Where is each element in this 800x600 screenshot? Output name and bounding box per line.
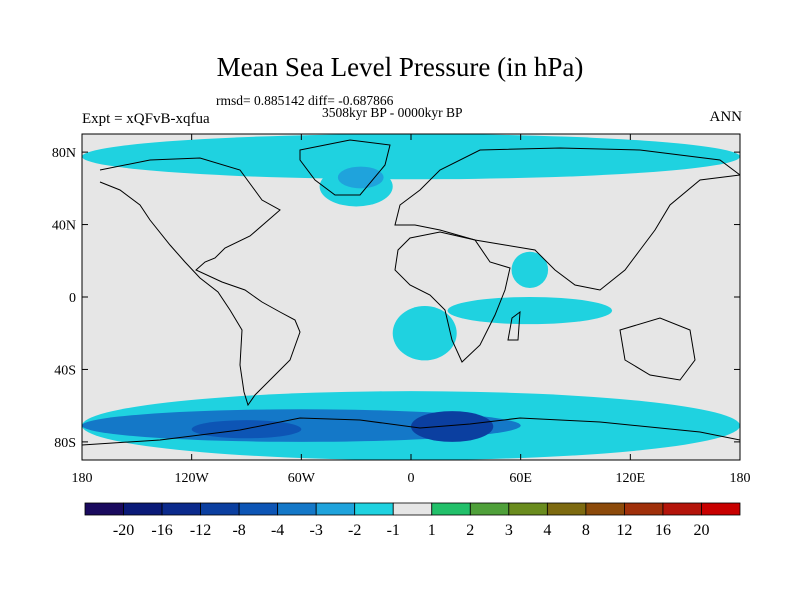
colorbar-swatch [469,502,510,516]
season-label: ANN [709,109,743,125]
colorbar-swatch [546,502,587,516]
y-tick-label: 40N [52,219,76,234]
colorbar-swatch [508,502,548,516]
region-north-atlantic-core [337,166,384,189]
x-tick-label: 60W [288,471,316,486]
region-south-indian-ocean [447,297,613,325]
colorbar-label: -4 [271,522,284,539]
colorbar-label: -2 [348,522,361,539]
colorbar-swatch [585,502,625,516]
y-tick-label: 40S [54,363,76,378]
colorbar-label: 2 [466,522,474,539]
colorbar-swatch [662,502,702,516]
colorbar-label: 3 [505,522,513,539]
colorbar-swatch [354,502,394,516]
africa-coast [394,231,511,363]
antarctica-coast [82,417,740,446]
y-tick-label: 0 [69,291,76,306]
region-arctic [82,134,740,180]
colorbar-swatch [84,502,124,516]
colorbar-swatch [431,502,471,516]
x-tick-label: 180 [730,471,751,486]
colorbar-label: 16 [655,522,671,539]
x-axis: 180 120W 60W 0 60E 120E 180 [72,134,751,486]
colorbar-label: 8 [582,522,590,539]
colorbar-label: 20 [693,522,709,539]
colorbar-swatch [315,502,356,516]
stats-line: rmsd= 0.885142 diff= -0.687866 [216,93,394,108]
greenland-coast [299,139,391,196]
x-tick-label: 180 [72,471,93,486]
colorbar-swatch [161,502,201,516]
y-tick-label: 80S [54,436,76,451]
x-tick-label: 120E [616,471,646,486]
coastlines [82,139,740,446]
period-label: 3508kyr BP - 0000kyr BP [322,105,463,120]
region-arabian-sea [511,251,549,288]
region-weddell-low [411,411,494,442]
eurasia-coast [394,147,740,291]
colorbar-swatch [701,502,741,516]
region-pacific-low [191,420,302,439]
australia-coast [619,317,696,381]
colorbar-swatch [277,502,317,516]
experiment-label: Expt = xQFvB-xqfua [82,111,210,127]
colorbar-label: 12 [616,522,632,539]
contour-regions [82,134,740,460]
colorbar-swatch [200,502,240,516]
colorbar: -20 -16 -12 -8 -4 -3 -2 -1 1 2 3 4 8 12 16 20 [84,502,741,539]
chart-title: Mean Sea Level Pressure (in hPa) [216,52,584,82]
y-tick-label: 80N [52,146,76,161]
x-tick-label: 120W [175,471,210,486]
colorbar-label: -12 [190,522,211,539]
colorbar-label: -3 [310,522,323,539]
north-america-coast [99,157,301,407]
region-south-atlantic [392,306,457,361]
colorbar-label: 4 [543,522,551,539]
madagascar-coast [507,310,521,341]
colorbar-label: -1 [387,522,400,539]
colorbar-swatch [624,502,664,516]
region-southern-ocean-lows [82,409,521,442]
colorbar-swatch [123,502,163,516]
colorbar-swatch [392,502,433,516]
x-tick-label: 60E [509,471,532,486]
colorbar-label: -16 [151,522,172,539]
colorbar-swatch [238,502,279,516]
x-tick-label: 0 [408,471,415,486]
colorbar-label: 1 [428,522,436,539]
y-axis: 80N 40N 0 40S 80S [52,146,740,451]
colorbar-label: -8 [232,522,245,539]
colorbar-label: -20 [113,522,134,539]
